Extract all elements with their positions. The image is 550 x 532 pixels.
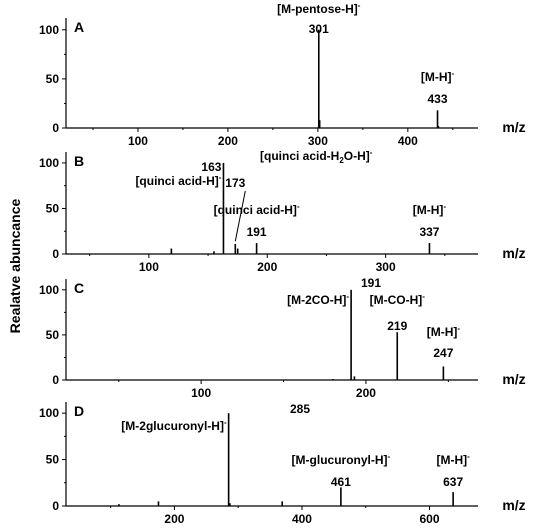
- annotation-rest: O-H]: [344, 149, 370, 163]
- annotation-label: [M-glucuronyl-H]-: [292, 452, 391, 467]
- annotation-label: [M-H]-: [421, 69, 455, 84]
- x-axis-label: m/z: [502, 119, 525, 135]
- y-tick-label: 50: [46, 453, 60, 467]
- subscript: 2: [339, 156, 344, 165]
- charge-superscript: -: [224, 418, 227, 427]
- charge-superscript: -: [358, 1, 361, 10]
- charge-superscript: -: [346, 292, 349, 301]
- peak-mz-label: 219: [387, 319, 407, 333]
- annotation-label: [quinci acid-H2O-H]-: [260, 148, 373, 165]
- x-tick-label: 600: [420, 512, 440, 526]
- annotation-label: [M-2glucuronyl-H]-: [121, 418, 227, 433]
- peak-mz-label: 461: [331, 475, 351, 489]
- x-tick-label: 200: [164, 512, 184, 526]
- x-tick-label: 400: [292, 512, 312, 526]
- x-tick-label: 100: [139, 260, 159, 274]
- peak-mz-label: 191: [247, 225, 267, 239]
- y-tick-label: 100: [39, 23, 59, 37]
- y-tick-label: 0: [52, 121, 59, 135]
- panel-a: 0 50 100 100 200 300 400 Am/z [M-pentose-H]- 301 […: [39, 1, 526, 148]
- panel-label: C: [74, 280, 84, 296]
- peak-mz-label: 163: [201, 160, 221, 174]
- panel-label: A: [74, 19, 84, 35]
- x-tick-label: 100: [191, 386, 211, 400]
- peak-mz-label: 337: [419, 225, 439, 239]
- x-tick-label: 400: [398, 134, 418, 148]
- charge-superscript: -: [370, 148, 373, 157]
- peak-mz-label: 247: [433, 346, 453, 360]
- charge-superscript: -: [443, 202, 446, 211]
- y-tick-label: 100: [39, 283, 59, 297]
- peak-mz-label: 191: [361, 276, 381, 290]
- y-tick-label: 0: [52, 499, 59, 513]
- x-tick-label: 200: [356, 386, 376, 400]
- peak-mz-label: 301: [309, 22, 329, 36]
- charge-superscript: -: [219, 173, 222, 182]
- peak-mz-label: 285: [290, 402, 310, 416]
- y-tick-label: 0: [52, 373, 59, 387]
- annotation-label: [M-CO-H]-: [370, 292, 426, 307]
- panel-d: 0 50 100 200 400 600 Dm/z [M-2glucuronyl-H]- 285…: [39, 402, 526, 526]
- annotation-label: [M-pentose-H]-: [277, 1, 361, 16]
- charge-superscript: -: [422, 292, 425, 301]
- panel-label: D: [74, 403, 84, 419]
- annotation-label: [M-H]-: [427, 324, 461, 339]
- leader-line: [234, 190, 246, 242]
- x-axis-label: m/z: [502, 371, 525, 387]
- y-tick-label: 50: [46, 72, 60, 86]
- panel-c: 0 50 100 100 200 Cm/z [M-2CO-H]- 191 [M-CO-H]- 21…: [39, 276, 526, 400]
- x-tick-label: 200: [257, 260, 277, 274]
- y-axis-label: Realatve abuncance: [7, 198, 23, 333]
- annotation-label: [M-H]-: [436, 452, 470, 467]
- x-tick-label: 300: [376, 260, 396, 274]
- peak-mz-label: 173: [225, 176, 245, 190]
- x-axis-label: m/z: [502, 245, 525, 261]
- y-tick-label: 50: [46, 201, 60, 215]
- peak-mz-label: 433: [428, 92, 448, 106]
- peak-mz-label: 637: [443, 475, 463, 489]
- x-tick-label: 300: [308, 134, 328, 148]
- y-tick-label: 50: [46, 328, 60, 342]
- y-tick-label: 0: [52, 247, 59, 261]
- x-tick-label: 200: [218, 134, 238, 148]
- charge-superscript: -: [457, 324, 460, 333]
- annotation-label: [quinci acid-H]-: [214, 202, 300, 217]
- charge-superscript: -: [452, 69, 455, 78]
- y-tick-label: 100: [39, 156, 59, 170]
- charge-superscript: -: [297, 202, 300, 211]
- annotation-label: [M-2CO-H]-: [287, 292, 349, 307]
- panel-label: B: [74, 153, 84, 169]
- annotation-label: [M-H]-: [413, 202, 447, 217]
- x-axis-label: m/z: [502, 497, 525, 513]
- annotation-label: [quinci acid-H]-: [135, 173, 221, 188]
- x-tick-label: 100: [128, 134, 148, 148]
- charge-superscript: -: [467, 452, 470, 461]
- charge-superscript: -: [388, 452, 391, 461]
- y-tick-label: 100: [39, 406, 59, 420]
